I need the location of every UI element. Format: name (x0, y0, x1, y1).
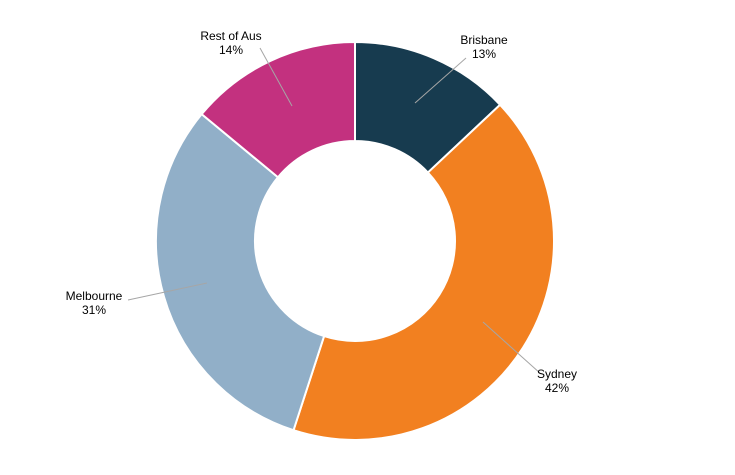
slice-label-rest-of-aus: Rest of Aus (200, 29, 261, 43)
slices-group (155, 40, 555, 441)
leader-line-rest-of-aus (259, 47, 293, 107)
slice-melbourne (155, 112, 326, 432)
slice-value-sydney: 42% (545, 381, 569, 395)
slice-sydney (292, 103, 555, 441)
slice-label-melbourne: Melbourne (66, 289, 123, 303)
slice-value-melbourne: 31% (82, 303, 106, 317)
slice-value-brisbane: 13% (472, 47, 496, 61)
leader-line-brisbane (414, 57, 467, 104)
leader-line-sydney (482, 321, 542, 375)
slice-label-brisbane: Brisbane (460, 33, 508, 47)
slice-label-sydney: Sydney (537, 367, 577, 381)
leader-lines-group (127, 47, 542, 375)
slice-rest-of-aus (200, 40, 356, 179)
slice-value-rest-of-aus: 14% (219, 43, 243, 57)
leader-line-melbourne (127, 282, 208, 301)
